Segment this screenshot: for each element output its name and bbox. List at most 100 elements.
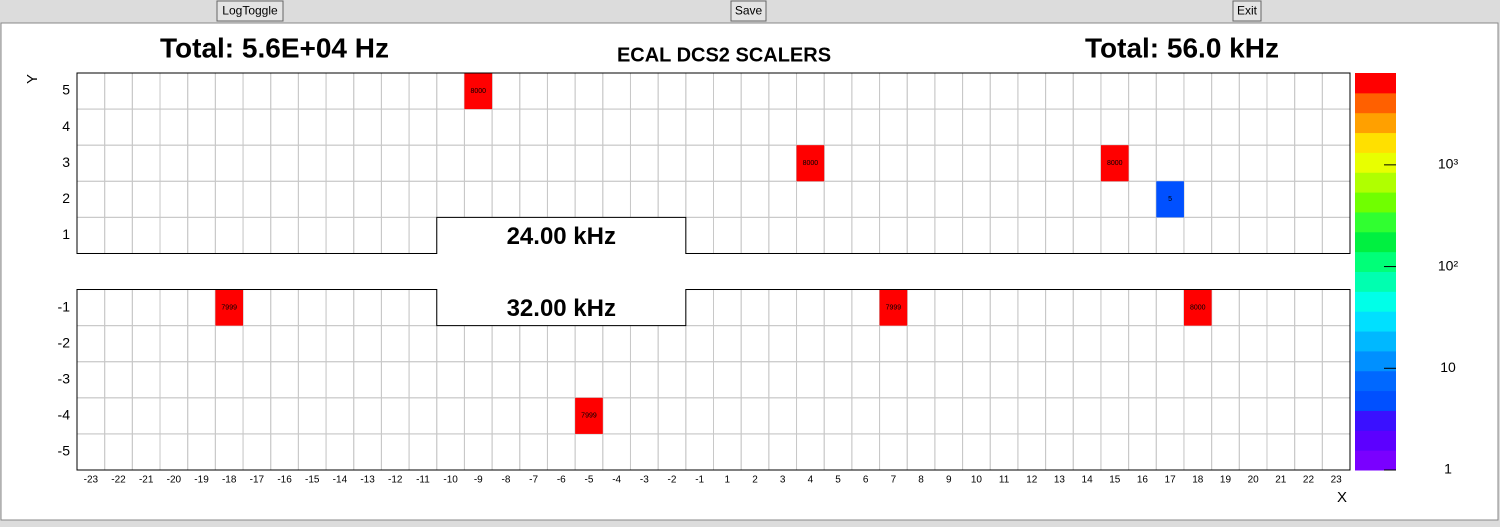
y-tick-label: 3	[62, 154, 70, 170]
x-tick-label: -20	[167, 475, 182, 486]
button[interactable]: Save	[730, 0, 767, 22]
x-tick-label: -3	[640, 475, 649, 486]
x-tick-label: -14	[333, 475, 348, 486]
color-band	[1355, 410, 1396, 431]
total-right: Total: 56.0 kHz	[1085, 32, 1279, 63]
button-frame[interactable]	[1232, 0, 1262, 22]
y-tick-label: 1	[62, 226, 70, 242]
x-tick-label: 6	[863, 475, 869, 486]
cell	[215, 289, 244, 326]
x-tick-label: -4	[612, 475, 621, 486]
color-band	[1355, 152, 1396, 173]
x-tick-label: 20	[1248, 475, 1260, 486]
x-tick-label: -7	[529, 475, 538, 486]
color-band	[1355, 291, 1396, 312]
color-band	[1355, 311, 1396, 332]
z-tick-label: 10³	[1438, 156, 1459, 172]
x-tick-label: -5	[585, 475, 594, 486]
module-outline	[76, 289, 1351, 471]
x-tick-label: -22	[111, 475, 126, 486]
button[interactable]: LogToggle	[216, 0, 284, 22]
y-tick-label: 2	[62, 190, 70, 206]
x-tick-label: 17	[1165, 475, 1177, 486]
x-tick-label: 23	[1331, 475, 1343, 486]
color-band	[1355, 251, 1396, 272]
x-tick-label: 14	[1082, 475, 1094, 486]
button[interactable]: Exit	[1232, 0, 1262, 22]
cell	[1100, 145, 1129, 182]
x-tick-label: 16	[1137, 475, 1149, 486]
color-band	[1355, 390, 1396, 411]
button-label[interactable]: Exit	[1237, 4, 1258, 18]
x-tick-label: -15	[305, 475, 320, 486]
x-tick-label: 9	[946, 475, 952, 486]
x-tick-label: -21	[139, 475, 154, 486]
x-tick-label: -6	[557, 475, 566, 486]
z-tick-label: 10	[1440, 359, 1456, 375]
x-tick-label: 8	[918, 475, 924, 486]
cell	[879, 289, 908, 326]
x-tick-label: 3	[780, 475, 786, 486]
region-label: 24.00 kHz	[507, 223, 616, 250]
color-band	[1355, 331, 1396, 352]
color-band	[1355, 192, 1396, 213]
x-tick-label: 15	[1109, 475, 1121, 486]
color-band	[1355, 132, 1396, 153]
total-left: Total: 5.6E+04 Hz	[160, 32, 389, 63]
x-tick-label: -8	[501, 475, 510, 486]
button-label[interactable]: Save	[735, 4, 763, 18]
y-tick-label: 5	[62, 82, 70, 98]
x-tick-label: -1	[695, 475, 704, 486]
x-tick-label: -13	[360, 475, 375, 486]
x-tick-label: 11	[999, 475, 1010, 486]
x-tick-label: 18	[1192, 475, 1204, 486]
module-outline	[76, 72, 1351, 254]
color-band	[1355, 271, 1396, 292]
x-tick-label: -10	[443, 475, 458, 486]
cell	[1156, 181, 1184, 218]
y-tick-label: 4	[62, 118, 70, 134]
button-frame[interactable]	[216, 0, 284, 22]
y-tick-label: -3	[58, 370, 71, 386]
z-tick-label: 10²	[1438, 257, 1459, 273]
cell-label: 5	[1168, 196, 1172, 203]
color-band	[1355, 73, 1396, 94]
x-tick-label: 2	[752, 475, 758, 486]
color-band	[1355, 112, 1396, 134]
button-frame[interactable]	[730, 0, 767, 22]
x-tick-label: -2	[668, 475, 677, 486]
cell-label: 8000	[470, 88, 486, 95]
button-label[interactable]: LogToggle	[222, 4, 278, 18]
cell-label: 8000	[1107, 160, 1123, 167]
x-tick-label: 1	[725, 475, 731, 486]
x-tick-label: 4	[808, 475, 814, 486]
x-tick-label: 21	[1275, 475, 1287, 486]
x-tick-label: 22	[1303, 475, 1315, 486]
y-tick-label: -2	[58, 334, 71, 350]
x-tick-label: -9	[474, 475, 483, 486]
y-axis-label: Y	[24, 74, 41, 84]
chart-title: ECAL DCS2 SCALERS	[617, 44, 831, 66]
x-tick-label: 19	[1220, 475, 1232, 486]
color-band	[1355, 450, 1396, 471]
cell	[464, 73, 493, 110]
y-tick-label: -4	[58, 407, 71, 423]
region-label: 32.00 kHz	[507, 295, 616, 322]
color-band	[1355, 370, 1396, 392]
x-tick-label: 7	[891, 475, 897, 486]
color-band	[1355, 231, 1396, 253]
cell-label: 7999	[886, 304, 902, 311]
x-tick-label: 5	[835, 475, 841, 486]
color-band	[1355, 211, 1396, 233]
x-tick-label: -23	[84, 475, 99, 486]
cell-label: 7999	[581, 413, 597, 420]
x-tick-label: -17	[250, 475, 265, 486]
y-tick-label: -1	[58, 298, 71, 314]
z-tick-label: 1	[1444, 461, 1452, 477]
color-band	[1355, 172, 1396, 193]
x-axis-label: X	[1337, 489, 1347, 506]
color-band	[1355, 350, 1396, 372]
color-band	[1355, 92, 1396, 114]
